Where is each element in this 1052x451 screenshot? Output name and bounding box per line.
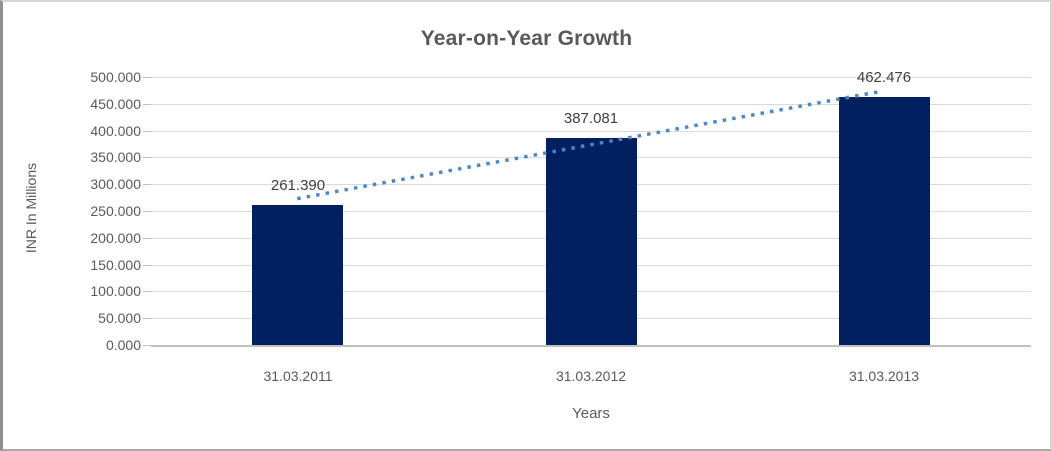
y-tick-label: 250.000 — [90, 203, 141, 219]
bar-31.03.2011 — [252, 205, 343, 345]
chart-title: Year-on-Year Growth — [420, 27, 633, 50]
x-tick-label: 31.03.2012 — [555, 368, 627, 384]
y-axis-tick — [143, 131, 151, 132]
y-axis-tick — [143, 291, 151, 292]
x-axis-title: Years — [572, 405, 610, 422]
y-axis-tick — [143, 77, 151, 78]
y-axis-tick — [143, 157, 151, 158]
y-tick-label: 400.000 — [90, 123, 141, 139]
x-tick-label: 31.03.2011 — [263, 368, 333, 384]
y-axis-title-text: INR In Millions — [23, 162, 39, 254]
y-tick-label: 450.000 — [90, 96, 141, 112]
y-tick-label: 50.000 — [98, 310, 141, 326]
gridline — [151, 77, 1031, 78]
data-label: 462.476 — [856, 69, 912, 86]
y-axis-tick — [143, 345, 151, 346]
y-axis-tick — [143, 265, 151, 266]
y-tick-label: 300.000 — [90, 176, 141, 192]
y-axis-tick — [143, 104, 151, 105]
y-tick-labels-layer: 0.000 50.000 100.000 150.000 200.000 250.000 3… — [3, 2, 1050, 449]
y-tick-label: 100.000 — [90, 283, 141, 299]
y-tick-label: 150.000 — [90, 257, 141, 273]
x-axis-line — [151, 345, 1031, 347]
y-tick-label: 0.000 — [105, 337, 141, 353]
y-tick-label: 350.000 — [90, 149, 141, 165]
x-tick-label: 31.03.2013 — [848, 368, 920, 384]
y-tick-label: 500.000 — [90, 69, 141, 85]
y-axis-tick — [143, 238, 151, 239]
y-axis-tick — [143, 184, 151, 185]
y-axis-tick — [143, 211, 151, 212]
x-tick-labels-layer: 31.03.2011 31.03.2012 31.03.2013 — [3, 2, 1050, 449]
y-axis-tick — [143, 318, 151, 319]
y-tick-label: 200.000 — [90, 230, 141, 246]
